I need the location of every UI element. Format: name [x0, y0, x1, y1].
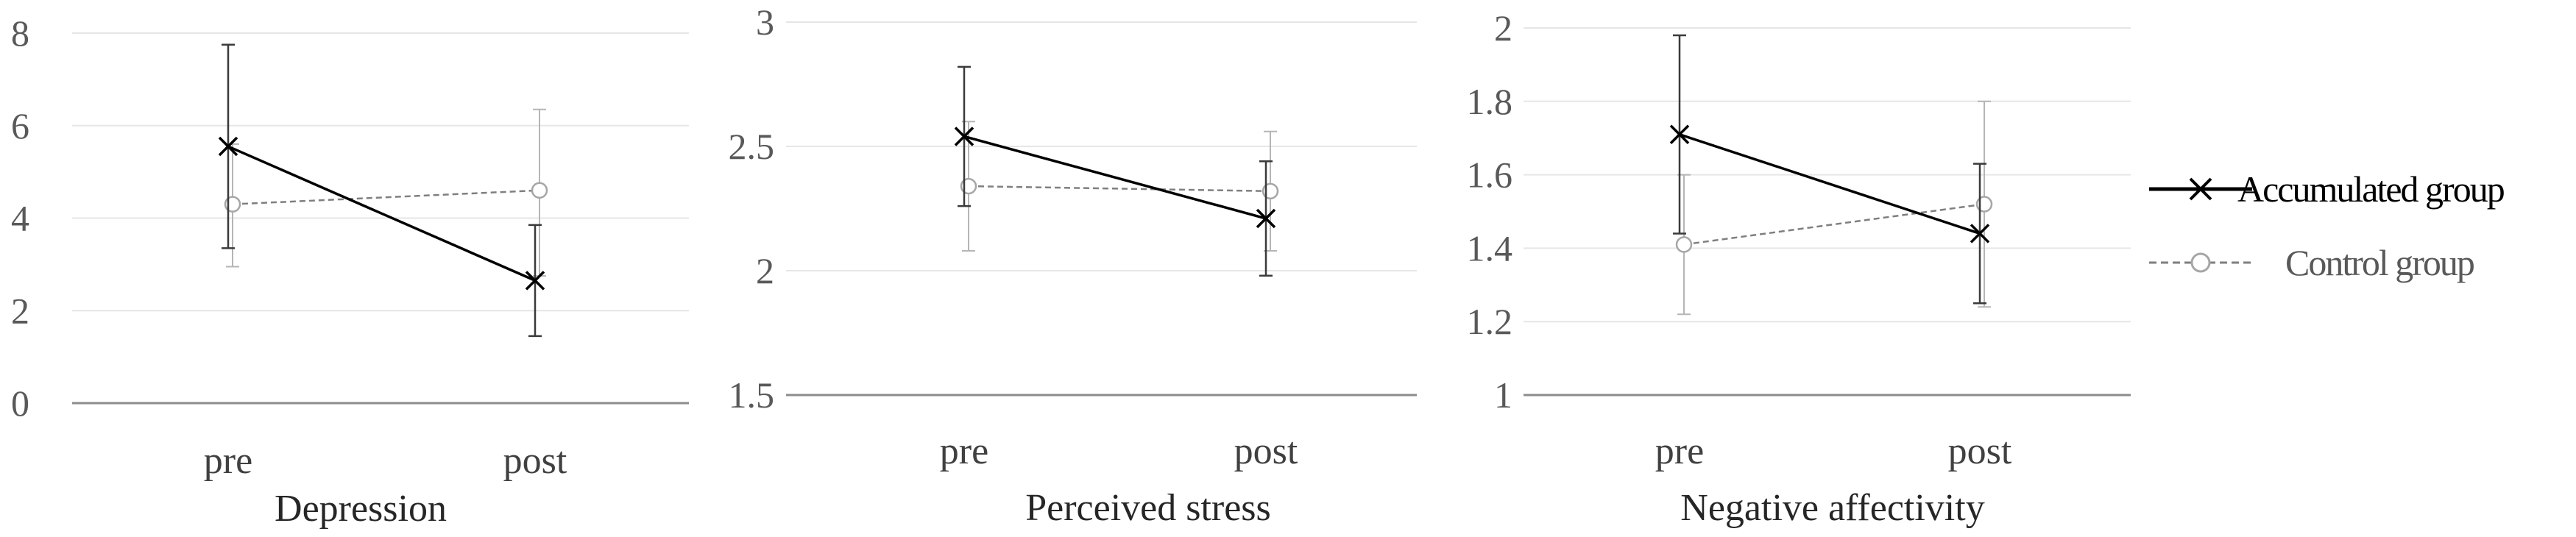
x-marker-stroke — [1669, 124, 1690, 144]
legend-circle-marker-icon — [2190, 252, 2211, 273]
x-marker-stroke — [1256, 208, 1276, 229]
data-point-accumulated — [954, 127, 974, 146]
data-point-accumulated — [1970, 224, 1990, 243]
data-point-control — [531, 182, 548, 199]
series-line-control — [232, 189, 540, 205]
legend-x-marker-icon — [2189, 177, 2212, 201]
x-marker-stroke — [954, 127, 974, 146]
data-point-accumulated — [525, 271, 545, 291]
x-tick-label: pre — [940, 430, 988, 472]
x-tick-label: pre — [1655, 430, 1704, 472]
y-tick-label: 1.8 — [1467, 81, 1513, 122]
legend-label-control: Control group — [2285, 242, 2474, 283]
y-tick-label: 2 — [11, 290, 29, 331]
series-line-control — [1683, 203, 1985, 246]
x-tick-label: post — [1948, 430, 2012, 472]
data-point-accumulated — [1256, 208, 1276, 229]
y-tick-label: 2 — [1494, 7, 1512, 49]
y-tick-label: 1.4 — [1467, 227, 1513, 268]
legend-label-accumulated: Accumulated group — [2237, 168, 2505, 210]
y-tick-label: 2.5 — [729, 126, 775, 167]
x-marker-stroke — [1970, 224, 1990, 243]
y-tick-label: 1 — [1494, 374, 1512, 416]
x-tick-label: post — [1234, 430, 1298, 472]
chart-title: Negative affectivity — [1680, 487, 1984, 529]
y-tick-label: 8 — [11, 13, 29, 54]
y-tick-label: 4 — [11, 198, 29, 239]
chart-panel: 0 2 4 6 8 pre post Depression — [11, 13, 689, 530]
y-tick-label: 1.5 — [729, 374, 775, 416]
chart-panel: 1.5 2 2.5 3 pre post Perceived stress — [729, 1, 1417, 529]
chart-title: Depression — [275, 488, 447, 530]
chart-panel: 1 1.2 1.4 1.6 1.8 2 pre post Negative affectivit… — [1467, 7, 2131, 529]
series-line-accumulated — [963, 135, 1267, 220]
x-tick-label: pre — [204, 440, 252, 482]
y-tick-label: 0 — [11, 383, 29, 424]
x-tick-label: post — [503, 440, 567, 482]
legend: Accumulated group Control group — [2149, 168, 2506, 283]
data-point-accumulated — [218, 136, 238, 157]
series-line-control — [968, 185, 1271, 193]
x-marker-stroke — [525, 271, 545, 291]
y-tick-label: 2 — [756, 250, 774, 291]
x-marker-stroke — [218, 136, 238, 157]
data-point-control — [1675, 236, 1693, 253]
y-tick-label: 1.6 — [1467, 154, 1513, 196]
data-point-accumulated — [1669, 124, 1690, 144]
series-line-accumulated — [1679, 133, 1981, 235]
charts-group: 0 2 4 6 8 pre post Depression 1.5 2 2.5 3 pre post Per… — [11, 1, 2131, 530]
series-line-accumulated — [227, 145, 536, 282]
y-tick-label: 3 — [756, 1, 774, 43]
y-tick-label: 6 — [11, 105, 29, 146]
chart-title: Perceived stress — [1025, 487, 1271, 529]
y-tick-label: 1.2 — [1467, 301, 1513, 342]
